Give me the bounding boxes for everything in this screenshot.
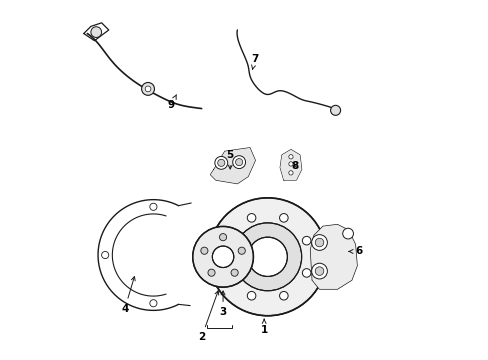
Circle shape: [315, 238, 323, 247]
Circle shape: [288, 162, 292, 166]
Text: 3: 3: [219, 291, 226, 317]
Circle shape: [288, 155, 292, 159]
Text: 7: 7: [251, 54, 258, 69]
Circle shape: [288, 171, 292, 175]
Circle shape: [192, 226, 253, 287]
Circle shape: [342, 228, 353, 239]
Circle shape: [224, 237, 233, 245]
Circle shape: [208, 198, 326, 316]
Circle shape: [219, 234, 226, 241]
Circle shape: [224, 269, 233, 277]
Circle shape: [247, 292, 255, 300]
Text: 8: 8: [290, 161, 298, 171]
Circle shape: [232, 156, 245, 168]
Circle shape: [102, 251, 108, 258]
Text: 6: 6: [348, 247, 362, 256]
Circle shape: [279, 213, 287, 222]
Circle shape: [149, 300, 157, 307]
Circle shape: [91, 27, 102, 37]
Circle shape: [302, 237, 310, 245]
Circle shape: [315, 267, 323, 275]
Circle shape: [330, 105, 340, 115]
Circle shape: [311, 263, 326, 279]
Circle shape: [142, 82, 154, 95]
Circle shape: [238, 247, 245, 254]
Circle shape: [207, 269, 215, 276]
Text: 2: 2: [198, 291, 218, 342]
Circle shape: [311, 235, 326, 250]
Circle shape: [145, 86, 151, 92]
Text: 9: 9: [167, 95, 176, 110]
Circle shape: [230, 269, 238, 276]
Text: 1: 1: [260, 319, 267, 335]
Polygon shape: [210, 148, 255, 184]
Polygon shape: [280, 150, 301, 180]
Circle shape: [247, 213, 255, 222]
Circle shape: [247, 237, 287, 276]
Polygon shape: [310, 225, 356, 289]
Circle shape: [212, 246, 233, 267]
Text: 4: 4: [121, 276, 135, 314]
Circle shape: [235, 158, 242, 166]
Circle shape: [149, 203, 157, 210]
Circle shape: [279, 292, 287, 300]
Circle shape: [302, 269, 310, 277]
Circle shape: [201, 247, 207, 254]
Text: 5: 5: [226, 150, 233, 169]
Circle shape: [217, 159, 224, 166]
Circle shape: [233, 223, 301, 291]
Circle shape: [214, 157, 227, 169]
